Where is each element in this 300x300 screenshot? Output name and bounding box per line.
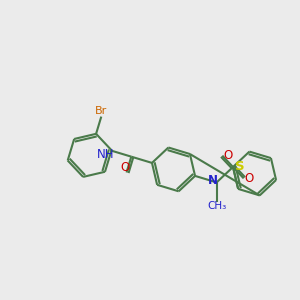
Text: O: O: [120, 161, 130, 175]
Text: O: O: [223, 149, 232, 162]
Text: Br: Br: [95, 106, 107, 116]
Text: N: N: [208, 173, 218, 187]
Text: S: S: [235, 160, 244, 173]
Text: NH: NH: [98, 148, 115, 161]
Text: O: O: [244, 172, 254, 185]
Text: CH₃: CH₃: [207, 200, 226, 211]
